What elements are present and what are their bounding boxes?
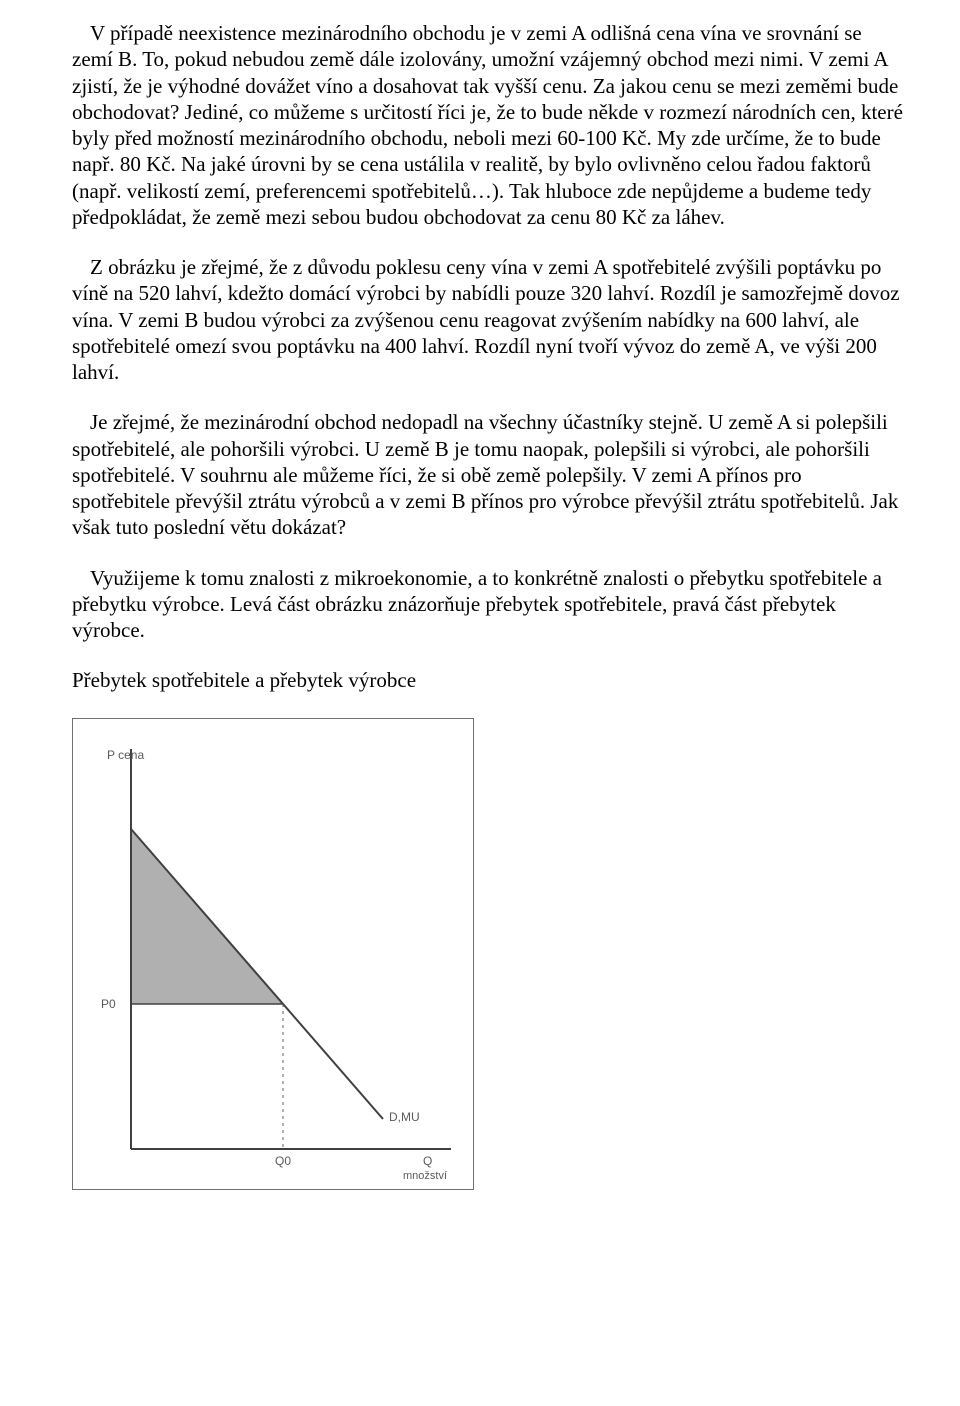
- curve-label: D,MU: [389, 1110, 420, 1124]
- figure-heading: Přebytek spotřebitele a přebytek výrobce: [72, 667, 904, 693]
- p0-label: P0: [101, 997, 116, 1011]
- consumer-surplus-chart: P cena P0 D,MU Q0 Qmnožství: [72, 718, 474, 1190]
- figure-container: P cena P0 D,MU Q0 Qmnožství: [72, 718, 904, 1190]
- document-page: V případě neexistence mezinárodního obch…: [0, 0, 960, 1230]
- y-axis-label: P cena: [107, 748, 144, 762]
- body-paragraph-4: Využijeme k tomu znalosti z mikroekonomi…: [72, 565, 904, 644]
- body-paragraph-3: Je zřejmé, že mezinárodní obchod nedopad…: [72, 409, 904, 540]
- body-paragraph-1: V případě neexistence mezinárodního obch…: [72, 20, 904, 230]
- q0-label: Q0: [275, 1154, 291, 1168]
- body-paragraph-2: Z obrázku je zřejmé, že z důvodu poklesu…: [72, 254, 904, 385]
- x-axis-q-label: Q: [423, 1154, 432, 1168]
- x-axis-quantity-label: množství: [403, 1170, 447, 1182]
